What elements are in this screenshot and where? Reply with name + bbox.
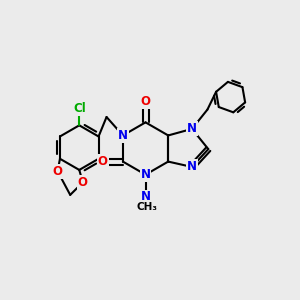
Text: O: O (140, 95, 151, 108)
Text: N: N (140, 190, 151, 203)
Text: N: N (187, 160, 197, 173)
Text: N: N (187, 122, 197, 135)
Text: CH₃: CH₃ (136, 202, 158, 212)
Text: O: O (52, 165, 63, 178)
Text: O: O (78, 176, 88, 189)
Text: N: N (140, 168, 151, 181)
Text: O: O (98, 155, 108, 168)
Text: N: N (118, 129, 128, 142)
Text: Cl: Cl (73, 103, 85, 116)
